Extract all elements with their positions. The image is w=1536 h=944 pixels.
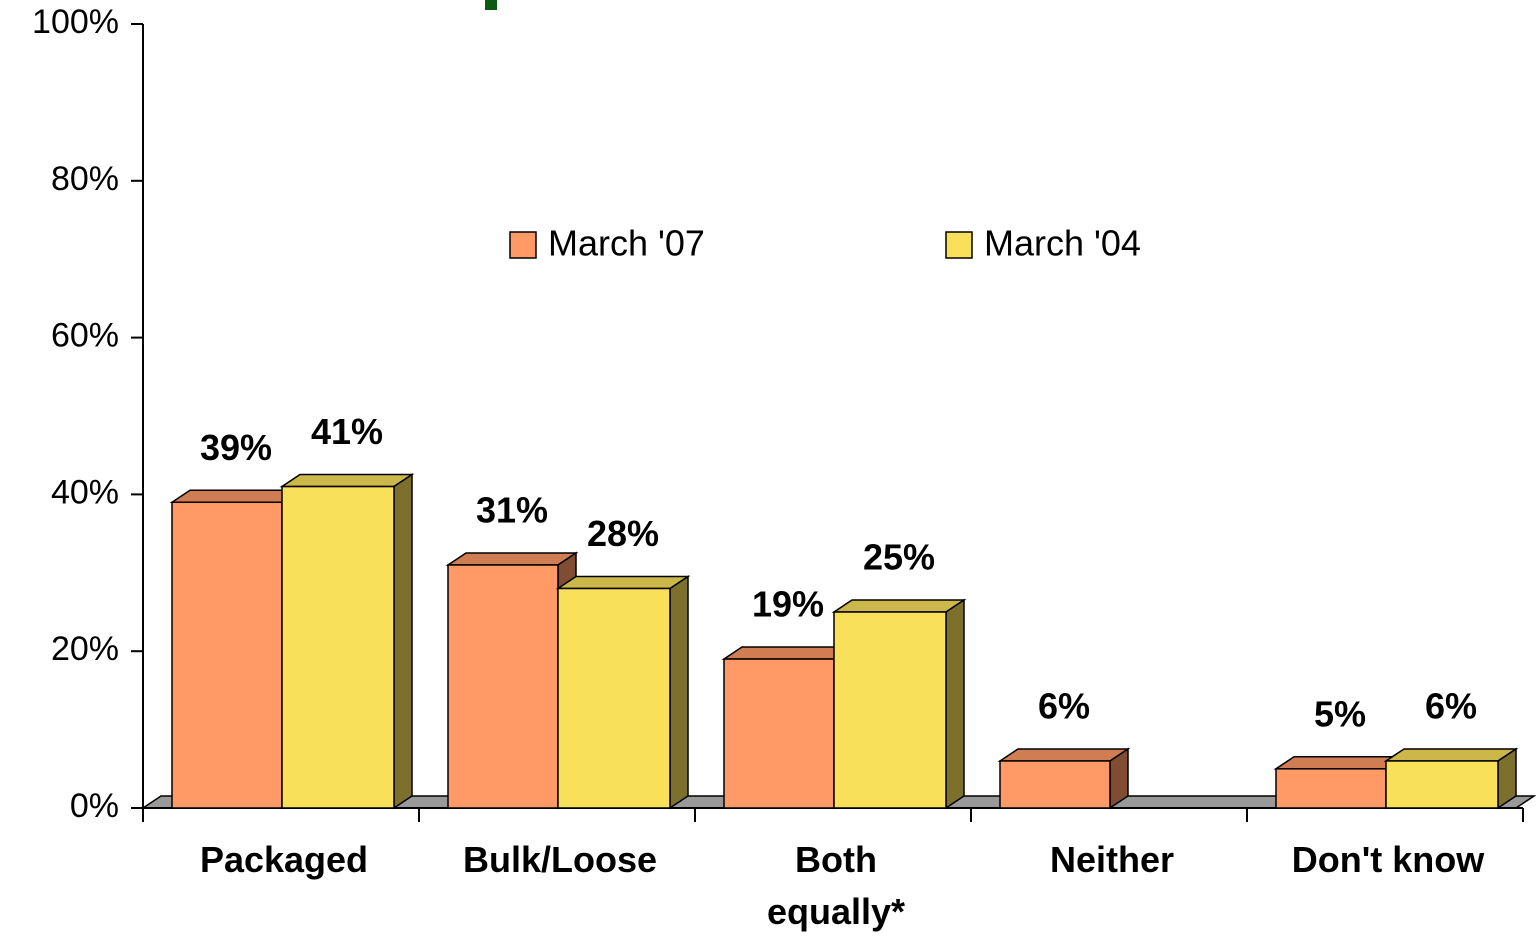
data-label: 39%	[200, 427, 272, 468]
bar-top	[169, 489, 303, 503]
x-tick-label: Don't know	[1291, 839, 1485, 880]
y-tick-label: 100%	[32, 3, 119, 41]
y-tick-label: 60%	[51, 317, 119, 355]
data-label: 6%	[1038, 685, 1090, 726]
bar	[999, 760, 1111, 809]
data-label: 41%	[311, 411, 383, 452]
x-tick-label: Bulk/Loose	[462, 839, 658, 880]
x-tick-label: Both equally*	[766, 839, 906, 932]
data-label: 31%	[476, 489, 548, 530]
bar-top	[997, 748, 1131, 762]
bar-side	[393, 473, 413, 810]
bar	[447, 564, 559, 809]
bar	[281, 485, 395, 809]
bar-top	[1273, 756, 1407, 770]
bar	[1385, 760, 1499, 809]
bar-side	[669, 575, 689, 810]
bar-side	[945, 598, 965, 810]
legend-label: March '07	[548, 223, 705, 264]
bar	[723, 658, 835, 809]
bar-top	[279, 473, 415, 488]
x-tick-label: Neither	[1049, 839, 1175, 880]
y-tick-label: 80%	[51, 160, 119, 198]
data-label: 5%	[1314, 693, 1366, 734]
bar	[557, 587, 671, 809]
y-tick-label: 0%	[70, 787, 119, 825]
x-tick-label: Packaged	[199, 839, 369, 880]
data-label: 28%	[587, 513, 659, 554]
bar-top	[445, 552, 579, 566]
bar	[833, 611, 947, 809]
y-tick-label: 20%	[51, 630, 119, 668]
data-label: 19%	[752, 584, 824, 625]
data-label: 25%	[863, 537, 935, 578]
y-tick-label: 40%	[51, 473, 119, 511]
legend-label: March '04	[984, 223, 1141, 264]
bar-top	[831, 599, 967, 613]
bar-top	[555, 575, 691, 590]
data-label: 6%	[1425, 685, 1477, 726]
legend-swatch	[509, 231, 537, 259]
decoration	[485, 0, 497, 10]
bar-top	[1383, 748, 1519, 762]
bar	[1275, 768, 1387, 809]
bar	[171, 501, 283, 809]
legend-swatch	[945, 231, 973, 259]
bar-top	[721, 646, 855, 660]
